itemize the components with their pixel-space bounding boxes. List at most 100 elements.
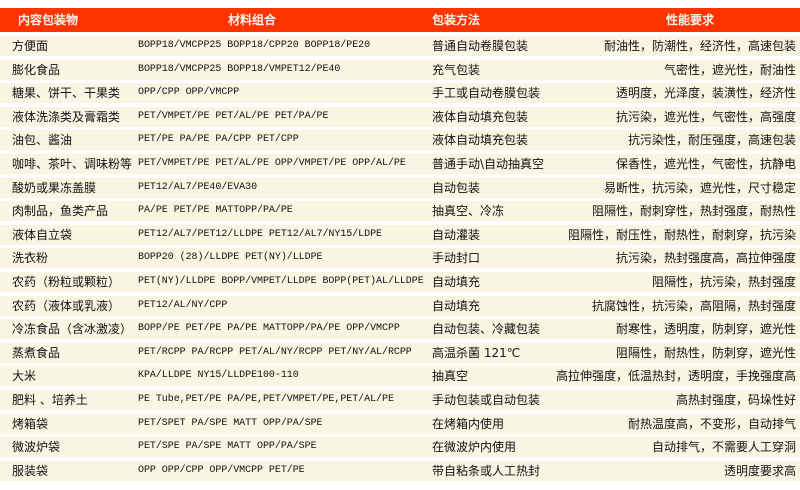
cell-method: 抽真空: [432, 369, 469, 384]
table-row: 肉制品，鱼类产品 PA/PE PET/PE MATTOPP/PA/PE 抽真空、冷冻…: [0, 201, 800, 222]
cell-method: 液体自动填充包装: [432, 133, 529, 148]
cell-materials: PET/SPET PA/SPE MATT OPP/PA/SPE: [138, 417, 323, 429]
cell-item: 服装袋: [12, 463, 49, 478]
cell-item: 洗衣粉: [12, 251, 49, 266]
cell-requirements: 气密性，遮光性，耐油性: [663, 62, 796, 77]
cell-item: 膨化食品: [12, 62, 61, 77]
cell-requirements: 高热封强度，码垛性好: [675, 392, 796, 407]
cell-requirements: 抗污染性，耐压强度，高速包装: [627, 133, 796, 148]
cell-method: 手工或自动卷膜包装: [432, 86, 541, 101]
cell-requirements: 自动排气，不需要人工穿洞: [651, 440, 796, 455]
cell-requirements: 抗污染，热封强度高，高拉伸强度: [615, 251, 796, 266]
cell-materials: PA/PE PET/PE MATTOPP/PA/PE: [138, 205, 293, 217]
table-row: 油包、酱油 PET/PE PA/PE PA/CPP PET/CPP 液体自动填充包装…: [0, 130, 800, 151]
cell-requirements: 耐油性，防潮性，经济性，高速包装: [603, 39, 796, 53]
table-row: 酸奶或果冻盖膜 PET12/AL7/PE40/EVA30 自动包装 易断性，抗污染，遮…: [0, 177, 800, 198]
table-header: 内容包装物 材料组合 包装方法 性能要求: [0, 8, 800, 32]
cell-requirements: 耐热温度高，不变形，自动排气: [627, 416, 796, 431]
table-row: 洗衣粉 BOPP20 (28)/LLDPE PET(NY)/LLDPE 手动封口 抗污…: [0, 248, 800, 269]
cell-materials: PE Tube,PET/PE PA/PE,PET/VMPET/PE,PET/AL…: [138, 393, 394, 405]
table-row: 烤箱袋 PET/SPET PA/SPE MATT OPP/PA/SPE 在烤箱内使用…: [0, 413, 800, 434]
cell-materials: PET12/AL/NY/CPP: [138, 299, 228, 311]
cell-materials: KPA/LLDPE NY15/LLDPE100-110: [138, 370, 299, 382]
cell-requirements: 耐寒性，透明度，防刺穿，遮光性: [615, 322, 796, 337]
cell-method: 在微波炉内使用: [432, 440, 517, 455]
table-row: 服装袋 OPP OPP/CPP OPP/VMCPP PET/PE 带自粘条或人工热封…: [0, 460, 800, 481]
table-row: 咖啡、茶叶、调味粉等 PET/VMPET/PE PET/AL/PE OPP/VMP…: [0, 153, 800, 174]
cell-item: 肥料 、培养土: [12, 392, 88, 407]
cell-materials: PET/PE PA/PE PA/CPP PET/CPP: [138, 134, 299, 146]
table-body: 方便面 BOPP18/VMCPP25 BOPP18/CPP20 BOPP18/PE…: [0, 36, 800, 484]
table-row: 大米 KPA/LLDPE NY15/LLDPE100-110 抽真空 高拉伸强度，低温…: [0, 366, 800, 387]
cell-method: 高温杀菌 121℃: [432, 345, 521, 360]
cell-requirements: 抗污染，遮光性，气密性，高强度: [615, 109, 796, 124]
cell-materials: PET12/AL7/PET12/LLDPE PET12/AL7/NY15/LDP…: [138, 228, 382, 240]
cell-method: 自动灌装: [432, 227, 481, 242]
table-row: 方便面 BOPP18/VMCPP25 BOPP18/CPP20 BOPP18/PE…: [0, 36, 800, 56]
cell-method: 普通自动卷膜包装: [432, 39, 529, 53]
cell-materials: PET/VMPET/PE PET/AL/PE PET/PA/PE: [138, 110, 329, 122]
cell-method: 抽真空、冷冻: [432, 204, 505, 219]
cell-method: 液体自动填充包装: [432, 109, 529, 124]
cell-materials: OPP/CPP OPP/VMCPP: [138, 87, 240, 99]
cell-method: 自动填充: [432, 274, 481, 289]
cell-requirements: 透明度，光泽度，装潢性，经济性: [615, 86, 796, 101]
cell-method: 在烤箱内使用: [432, 416, 505, 431]
cell-requirements: 保香性，遮光性，气密性，抗静电: [615, 156, 796, 171]
cell-item: 蒸煮食品: [12, 345, 61, 360]
cell-materials: PET/RCPP PA/RCPP PET/AL/NY/RCPP PET/NY/A…: [138, 346, 412, 358]
cell-item: 油包、酱油: [12, 133, 73, 148]
cell-item: 烤箱袋: [12, 416, 49, 431]
cell-item: 农药（液体或乳液）: [12, 298, 121, 313]
table-row: 液体洗涤类及膏霜类 PET/VMPET/PE PET/AL/PE PET/PA/P…: [0, 106, 800, 127]
header-requirements: 性能要求: [666, 13, 715, 27]
table-row: 农药（粉粒或颗粒） PET(NY)/LLDPE BOPP/VMPET/LLDPE …: [0, 271, 800, 292]
cell-requirements: 阻隔性，耐压性，耐热性，耐刺穿，抗污染: [567, 227, 796, 242]
header-materials: 材料组合: [228, 13, 277, 27]
table-row: 蒸煮食品 PET/RCPP PA/RCPP PET/AL/NY/RCPP PET/…: [0, 342, 800, 363]
cell-requirements: 透明度要求高: [723, 463, 796, 478]
cell-materials: BOPP/PE PET/PE PA/PE MATTOPP/PA/PE OPP/V…: [138, 323, 400, 335]
cell-materials: BOPP18/VMCPP25 BOPP18/CPP20 BOPP18/PE20: [138, 40, 371, 51]
cell-method: 带自粘条或人工热封: [432, 463, 541, 478]
cell-item: 液体自立袋: [12, 227, 73, 242]
cell-method: 自动填充: [432, 298, 481, 313]
cell-materials: PET/SPE PA/SPE MATT OPP/PA/SPE: [138, 441, 317, 453]
cell-method: 手动封口: [432, 251, 481, 266]
cell-requirements: 高拉伸强度，低温热封，透明度，手挽强度高: [555, 369, 796, 384]
cell-method: 普通手动\自动抽真空: [432, 156, 545, 171]
cell-item: 微波炉袋: [12, 440, 61, 455]
table-row: 农药（液体或乳液） PET12/AL/NY/CPP 自动填充 抗腐蚀性，抗污染，高阻隔…: [0, 295, 800, 316]
cell-method: 手动包装或自动包装: [432, 392, 541, 407]
cell-requirements: 抗腐蚀性，抗污染，高阻隔，热封强度: [591, 298, 796, 313]
cell-item: 方便面: [12, 39, 49, 53]
header-method: 包装方法: [432, 13, 481, 27]
cell-materials: BOPP20 (28)/LLDPE PET(NY)/LLDPE: [138, 252, 323, 264]
table-row: 膨化食品 BOPP18/VMCPP25 BOPP18/VMPET12/PE40 充气…: [0, 59, 800, 80]
cell-materials: OPP OPP/CPP OPP/VMCPP PET/PE: [138, 464, 305, 476]
cell-item: 肉制品，鱼类产品: [12, 204, 109, 219]
cell-item: 咖啡、茶叶、调味粉等: [12, 156, 133, 171]
cell-item: 农药（粉粒或颗粒）: [12, 274, 121, 289]
cell-materials: PET12/AL7/PE40/EVA30: [138, 181, 258, 193]
cell-requirements: 易断性，抗污染，遮光性，尺寸稳定: [603, 180, 796, 195]
cell-item: 酸奶或果冻盖膜: [12, 180, 97, 195]
cell-method: 自动包装、冷藏包装: [432, 322, 541, 337]
cell-method: 充气包装: [432, 62, 481, 77]
cell-materials: PET/VMPET/PE PET/AL/PE OPP/VMPET/PE OPP/…: [138, 157, 406, 169]
table-row: 微波炉袋 PET/SPE PA/SPE MATT OPP/PA/SPE 在微波炉内使…: [0, 437, 800, 458]
header-contents: 内容包装物: [18, 13, 79, 27]
cell-item: 糖果、饼干、干果类: [12, 86, 121, 101]
cell-item: 冷冻食品（含冰激凌）: [12, 322, 133, 337]
cell-requirements: 阻隔性，抗污染，热封强度: [651, 274, 796, 289]
table-row: 糖果、饼干、干果类 OPP/CPP OPP/VMCPP 手工或自动卷膜包装 透明度，光…: [0, 83, 800, 104]
cell-requirements: 阻隔性，耐热性，防刺穿，遮光性: [615, 345, 796, 360]
cell-materials: BOPP18/VMCPP25 BOPP18/VMPET12/PE40: [138, 63, 341, 75]
cell-materials: PET(NY)/LLDPE BOPP/VMPET/LLDPE BOPP(PET)…: [138, 275, 424, 287]
cell-method: 自动包装: [432, 180, 481, 195]
table-row: 肥料 、培养土 PE Tube,PET/PE PA/PE,PET/VMPET/PE…: [0, 389, 800, 410]
table-row: 液体自立袋 PET12/AL7/PET12/LLDPE PET12/AL7/NY1…: [0, 224, 800, 245]
cell-item: 大米: [12, 369, 37, 384]
table-row: 冷冻食品（含冰激凌） BOPP/PE PET/PE PA/PE MATTOPP/P…: [0, 319, 800, 340]
cell-requirements: 阻隔性，耐刺穿性，热封强度，耐热性: [591, 204, 796, 219]
